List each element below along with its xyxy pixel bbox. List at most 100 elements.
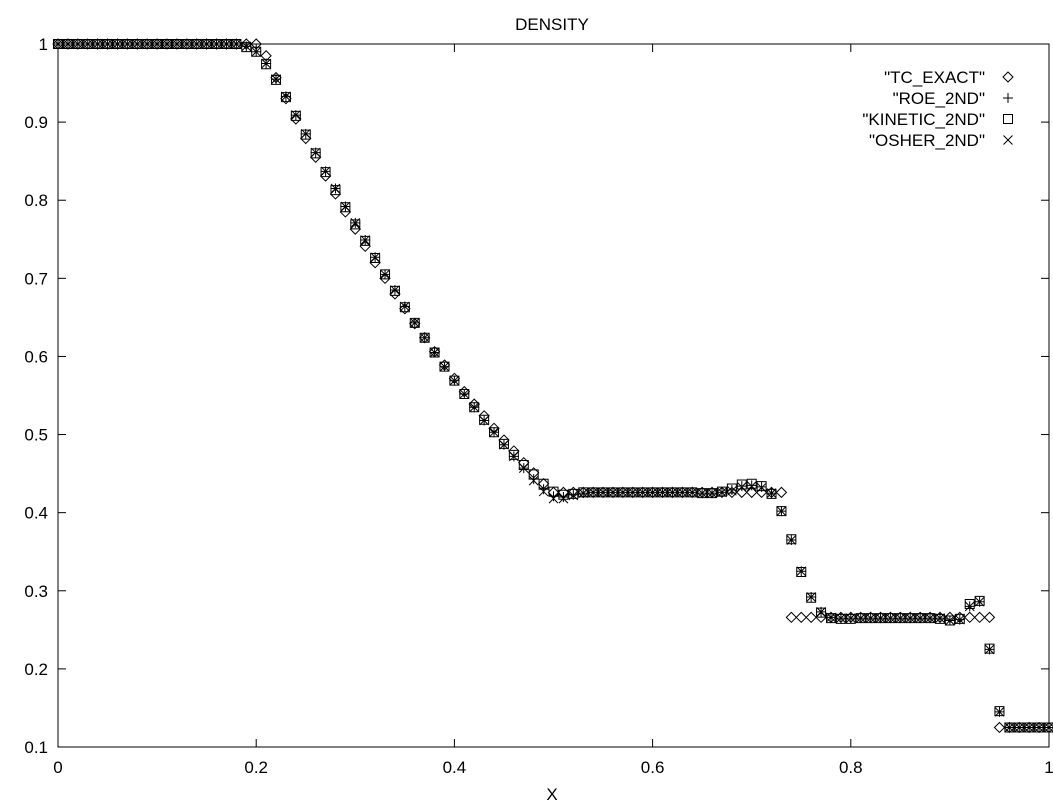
- point-cross: [766, 488, 777, 498]
- point-square: [905, 613, 916, 624]
- x-tick-label: 0.8: [839, 758, 863, 777]
- point-cross: [865, 613, 876, 623]
- point-cross: [370, 252, 380, 263]
- point-square: [895, 613, 906, 624]
- legend-marker-plus: [1003, 93, 1013, 103]
- y-tick-label: 1: [39, 35, 48, 54]
- point-diamond: [646, 486, 659, 499]
- point-cross: [290, 110, 301, 120]
- point-cross: [1014, 722, 1025, 733]
- point-cross: [201, 39, 212, 49]
- point-cross: [667, 487, 678, 498]
- point-square: [280, 92, 291, 103]
- point-diamond: [686, 486, 698, 499]
- point-square: [835, 613, 846, 624]
- point-cross: [300, 128, 311, 139]
- point-cross: [1024, 722, 1035, 733]
- point-cross: [746, 481, 757, 491]
- point-diamond: [627, 486, 639, 499]
- point-cross: [935, 613, 945, 623]
- point-cross: [281, 91, 291, 102]
- point-square: [984, 643, 995, 654]
- point-cross: [895, 613, 906, 623]
- point-cross: [499, 439, 509, 450]
- point-diamond: [983, 611, 996, 624]
- point-cross: [251, 46, 262, 57]
- point-cross: [132, 39, 143, 49]
- point-cross: [608, 487, 618, 498]
- point-cross: [915, 613, 926, 623]
- point-cross: [707, 488, 717, 498]
- point-cross: [509, 451, 519, 462]
- point-cross: [984, 644, 995, 655]
- data-marks: [52, 38, 1053, 734]
- point-cross: [845, 613, 856, 623]
- point-diamond: [389, 288, 401, 300]
- point-square: [825, 613, 836, 624]
- point-square: [380, 269, 391, 280]
- point-square: [350, 219, 361, 230]
- point-cross: [518, 463, 529, 473]
- point-square: [271, 74, 282, 85]
- x-tick-label: 0.6: [641, 758, 665, 777]
- point-square: [449, 375, 460, 386]
- point-square: [538, 478, 549, 489]
- x-tick-label: 0: [53, 758, 62, 777]
- point-cross: [1004, 722, 1015, 733]
- point-cross: [221, 39, 232, 49]
- x-tick-label: 0.4: [443, 758, 467, 777]
- point-square: [399, 302, 410, 313]
- point-cross: [548, 493, 559, 504]
- point-diamond: [280, 92, 292, 105]
- point-square: [816, 607, 827, 618]
- point-square: [796, 567, 807, 578]
- point-square: [598, 487, 609, 498]
- point-square: [974, 595, 985, 606]
- point-diamond: [785, 611, 798, 624]
- point-square: [716, 486, 727, 497]
- point-cross: [429, 347, 440, 358]
- point-square: [667, 487, 678, 498]
- y-tick-label: 0.1: [24, 738, 48, 757]
- point-cross: [717, 487, 727, 498]
- point-square: [746, 478, 757, 489]
- point-cross: [489, 427, 499, 438]
- point-square: [588, 487, 599, 498]
- point-square: [647, 487, 658, 498]
- point-diamond: [964, 611, 976, 624]
- legend-marker-square: [1003, 114, 1013, 124]
- point-square: [568, 488, 579, 499]
- point-square: [261, 59, 272, 70]
- point-cross: [875, 613, 886, 623]
- point-square: [578, 487, 589, 498]
- y-tick-label: 0.2: [24, 660, 48, 679]
- point-square: [756, 481, 767, 492]
- point-square: [885, 613, 896, 624]
- point-plus: [736, 481, 747, 492]
- point-square: [637, 487, 648, 498]
- point-square: [766, 488, 777, 499]
- point-diamond: [805, 611, 817, 624]
- point-square: [508, 449, 519, 460]
- point-square: [607, 487, 618, 498]
- point-cross: [816, 607, 826, 617]
- point-cross: [82, 39, 93, 49]
- point-cross: [945, 615, 955, 626]
- point-square: [498, 438, 509, 449]
- point-cross: [677, 487, 688, 498]
- point-square: [429, 347, 440, 358]
- point-cross: [380, 269, 390, 280]
- point-cross: [449, 375, 460, 386]
- point-cross: [63, 39, 73, 49]
- point-diamond: [973, 611, 986, 624]
- point-cross: [538, 486, 549, 497]
- point-cross: [211, 39, 222, 49]
- point-square: [241, 42, 252, 53]
- point-cross: [72, 39, 83, 49]
- point-cross: [627, 487, 638, 498]
- point-cross: [360, 235, 371, 245]
- legend-marker-diamond: [1002, 71, 1014, 83]
- legend: "TC_EXACT" "ROE_2ND" "KINETIC_2ND" "OSHER_2…: [862, 68, 1014, 150]
